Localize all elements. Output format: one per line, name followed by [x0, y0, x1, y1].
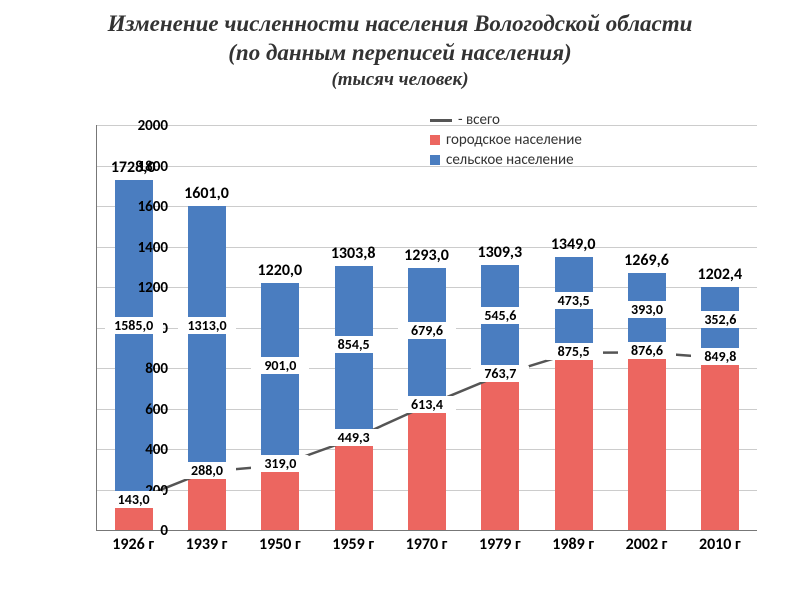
total-label: 1601,0: [170, 184, 243, 203]
title-line-1: Изменение численности населения Вологодс…: [0, 10, 800, 39]
rural-value-label: 545,6: [471, 307, 529, 324]
urban-value-label: 875,5: [545, 343, 603, 360]
bar-urban: [261, 465, 299, 530]
total-label: 1303,8: [317, 244, 390, 263]
urban-value-label: 876,6: [618, 342, 676, 359]
y-axis-label: 1600: [118, 198, 168, 216]
x-axis-label: 1979 г: [463, 535, 536, 554]
x-axis-label: 1950 г: [243, 535, 316, 554]
bar-rural: [188, 206, 226, 472]
x-axis-label: 2010 г: [683, 535, 756, 554]
chart-title: Изменение численности населения Вологодс…: [0, 0, 800, 91]
chart-area: 0200400600800100012001400160018002000192…: [36, 115, 776, 575]
rural-value-label: 901,0: [251, 357, 309, 374]
urban-value-label: 449,3: [325, 429, 383, 446]
urban-value-label: 319,0: [251, 455, 309, 472]
y-axis-label: 1200: [118, 279, 168, 297]
x-axis-label: 1989 г: [537, 535, 610, 554]
total-label: 1309,3: [463, 243, 536, 262]
urban-value-label: 143,0: [105, 491, 163, 508]
total-label: 1202,4: [683, 265, 756, 284]
urban-value-label: 288,0: [178, 462, 236, 479]
rural-value-label: 1313,0: [178, 317, 236, 334]
y-axis-label: 1400: [118, 239, 168, 257]
urban-value-label: 763,7: [471, 365, 529, 382]
y-axis-label: 2000: [118, 117, 168, 135]
rural-value-label: 1585,0: [105, 317, 163, 334]
y-axis-label: 400: [118, 441, 168, 459]
x-axis-label: 1939 г: [170, 535, 243, 554]
rural-value-label: 393,0: [618, 301, 676, 318]
urban-value-label: 613,4: [398, 396, 456, 413]
bar-urban: [335, 439, 373, 530]
bar-urban: [188, 472, 226, 530]
rural-value-label: 352,6: [691, 311, 749, 328]
x-axis-label: 1926 г: [97, 535, 170, 554]
total-label: 1293,0: [390, 246, 463, 265]
bar-urban: [555, 353, 593, 530]
x-axis-label: 1970 г: [390, 535, 463, 554]
total-label: 1349,0: [537, 235, 610, 254]
y-axis-label: 800: [118, 360, 168, 378]
total-label: 1728,0: [97, 158, 170, 177]
total-label: 1269,6: [610, 251, 683, 270]
rural-value-label: 679,6: [398, 322, 456, 339]
bar-urban: [481, 375, 519, 530]
x-axis-label: 1959 г: [317, 535, 390, 554]
rural-value-label: 473,5: [545, 292, 603, 309]
title-line-3: (тысяч человек): [0, 68, 800, 92]
bar-urban: [408, 406, 446, 530]
bar-urban: [701, 358, 739, 530]
urban-value-label: 849,8: [691, 348, 749, 365]
bar-rural: [261, 283, 299, 465]
total-label: 1220,0: [243, 261, 316, 280]
bar-urban: [628, 353, 666, 531]
title-line-2: (по данным переписей населения): [0, 39, 800, 68]
y-axis-label: 600: [118, 401, 168, 419]
rural-value-label: 854,5: [325, 336, 383, 353]
x-axis-label: 2002 г: [610, 535, 683, 554]
